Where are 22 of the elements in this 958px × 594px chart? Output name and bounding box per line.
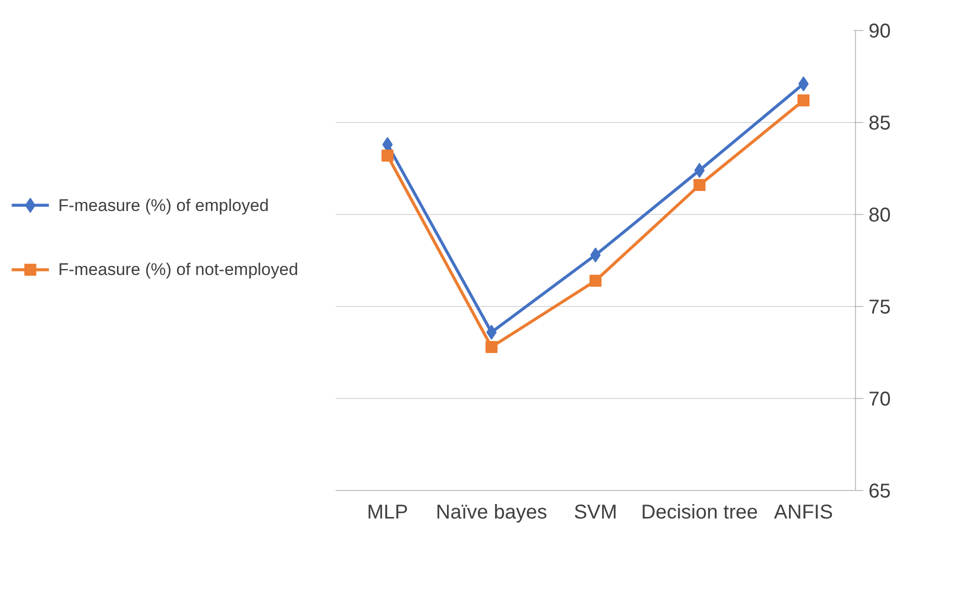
legend-label: F-measure (%) of employed [58, 196, 269, 215]
y-tick-label: 85 [868, 112, 891, 134]
point [590, 247, 601, 262]
legend-label: F-measure (%) of not-employed [58, 260, 298, 280]
x-tick-label: Decision tree [641, 502, 758, 524]
point [694, 162, 705, 178]
point [590, 274, 602, 287]
x-tick-label: SVM [574, 502, 618, 524]
point [382, 150, 394, 162]
y-tick-label: 90 [868, 20, 891, 42]
point [798, 76, 809, 92]
point [798, 94, 810, 106]
y-tick-label: 65 [868, 480, 891, 502]
point [694, 179, 706, 192]
x-tick-label: Naïve bayes [436, 502, 548, 524]
y-tick-label: 80 [868, 204, 891, 226]
y-tick-label: 75 [868, 296, 891, 318]
x-tick-label: MLP [366, 502, 408, 524]
point [486, 324, 497, 340]
point [486, 340, 498, 353]
y-tick-label: 70 [868, 388, 891, 410]
x-tick-label: ANFIS [774, 502, 833, 524]
